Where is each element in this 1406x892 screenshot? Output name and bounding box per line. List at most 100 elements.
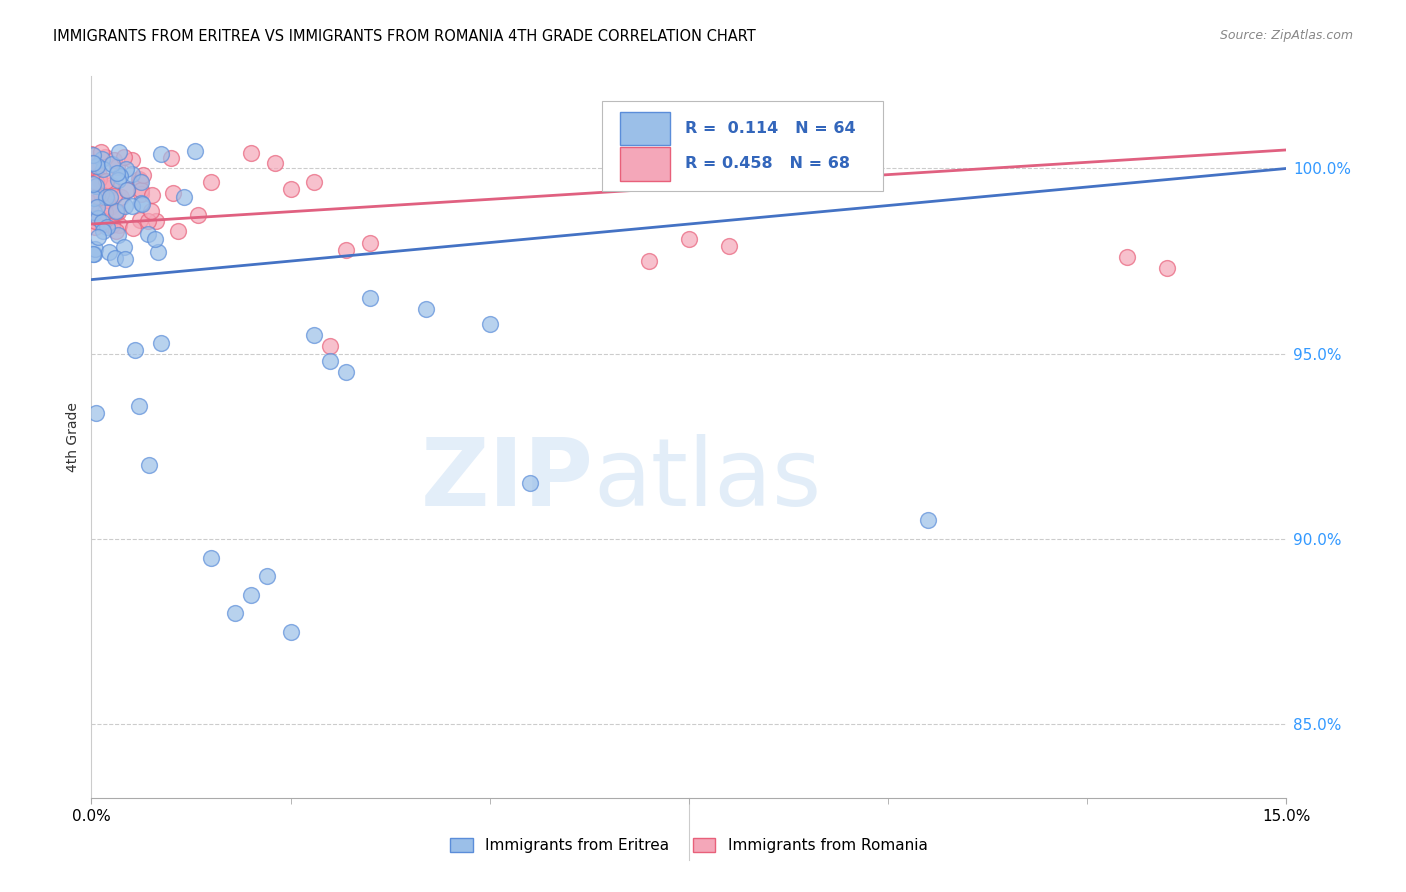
Point [121,153,143,167]
Point [115,183,138,197]
Point [87,229,110,244]
Point [187,208,209,222]
Point [86,214,108,228]
Point [83,191,105,205]
Point [103,153,125,167]
Point [86,175,108,189]
Point [80,147,103,161]
Point [121,220,143,235]
Point [87,172,110,186]
Text: R =  0.114   N = 64: R = 0.114 N = 64 [685,121,856,136]
Point [98,200,121,214]
Point [129,175,152,189]
Point [82,148,104,162]
Point [107,145,129,159]
Point [100,181,122,195]
Y-axis label: 4th Grade: 4th Grade [66,402,80,472]
Point [94,190,117,204]
Text: atlas: atlas [593,434,821,526]
Point [263,155,285,169]
Point [183,145,205,159]
Point [87,205,110,219]
Point [82,155,104,169]
Point [80,196,103,211]
Text: R = 0.458   N = 68: R = 0.458 N = 68 [685,156,851,171]
Point [129,183,152,197]
Point [87,211,110,225]
Point [150,335,173,350]
Point [105,205,128,219]
FancyBboxPatch shape [620,147,669,180]
Point [200,175,222,189]
Point [335,243,357,257]
Point [97,219,120,233]
Point [239,588,262,602]
Point [129,196,152,211]
Point [173,189,195,203]
Point [97,244,120,259]
Point [150,147,173,161]
Point [359,291,381,305]
Point [117,183,139,197]
Point [145,214,167,228]
Point [256,569,278,583]
Point [200,550,222,565]
Point [90,212,112,227]
Point [82,177,104,191]
Point [98,190,121,204]
Point [91,217,114,231]
Point [1156,261,1178,276]
Point [478,317,501,331]
Point [319,339,342,353]
Point [105,224,128,238]
Point [112,239,135,253]
Point [129,212,152,227]
Point [86,189,108,203]
Point [167,224,190,238]
Point [86,159,108,173]
Point [87,168,110,182]
Point [143,232,166,246]
Legend: Immigrants from Eritrea, Immigrants from Romania: Immigrants from Eritrea, Immigrants from… [444,831,934,859]
Point [84,159,107,173]
Point [83,205,105,219]
Point [105,160,128,174]
Point [110,190,132,204]
Point [129,186,152,201]
Point [96,174,118,188]
Point [108,218,131,232]
Point [138,458,160,472]
Point [131,196,153,211]
Point [107,205,129,219]
Point [103,189,125,203]
Point [90,216,112,230]
FancyBboxPatch shape [620,112,669,145]
Point [86,179,108,194]
Point [84,176,107,190]
Point [128,399,150,413]
Point [91,224,114,238]
Point [136,227,159,241]
Point [105,203,128,218]
Point [114,161,136,176]
Text: Source: ZipAtlas.com: Source: ZipAtlas.com [1219,29,1353,42]
Point [114,252,136,267]
Point [141,203,163,218]
Point [128,174,150,188]
Point [304,175,326,189]
Point [319,354,342,368]
Point [94,150,117,164]
Point [162,186,184,201]
Point [717,239,740,253]
Point [678,232,700,246]
Point [96,181,118,195]
Point [82,247,104,261]
Point [94,205,117,219]
Point [107,173,129,187]
Point [83,247,105,261]
Point [121,167,143,181]
Point [415,302,437,317]
Point [519,476,541,491]
Point [105,166,128,180]
Point [83,220,105,235]
